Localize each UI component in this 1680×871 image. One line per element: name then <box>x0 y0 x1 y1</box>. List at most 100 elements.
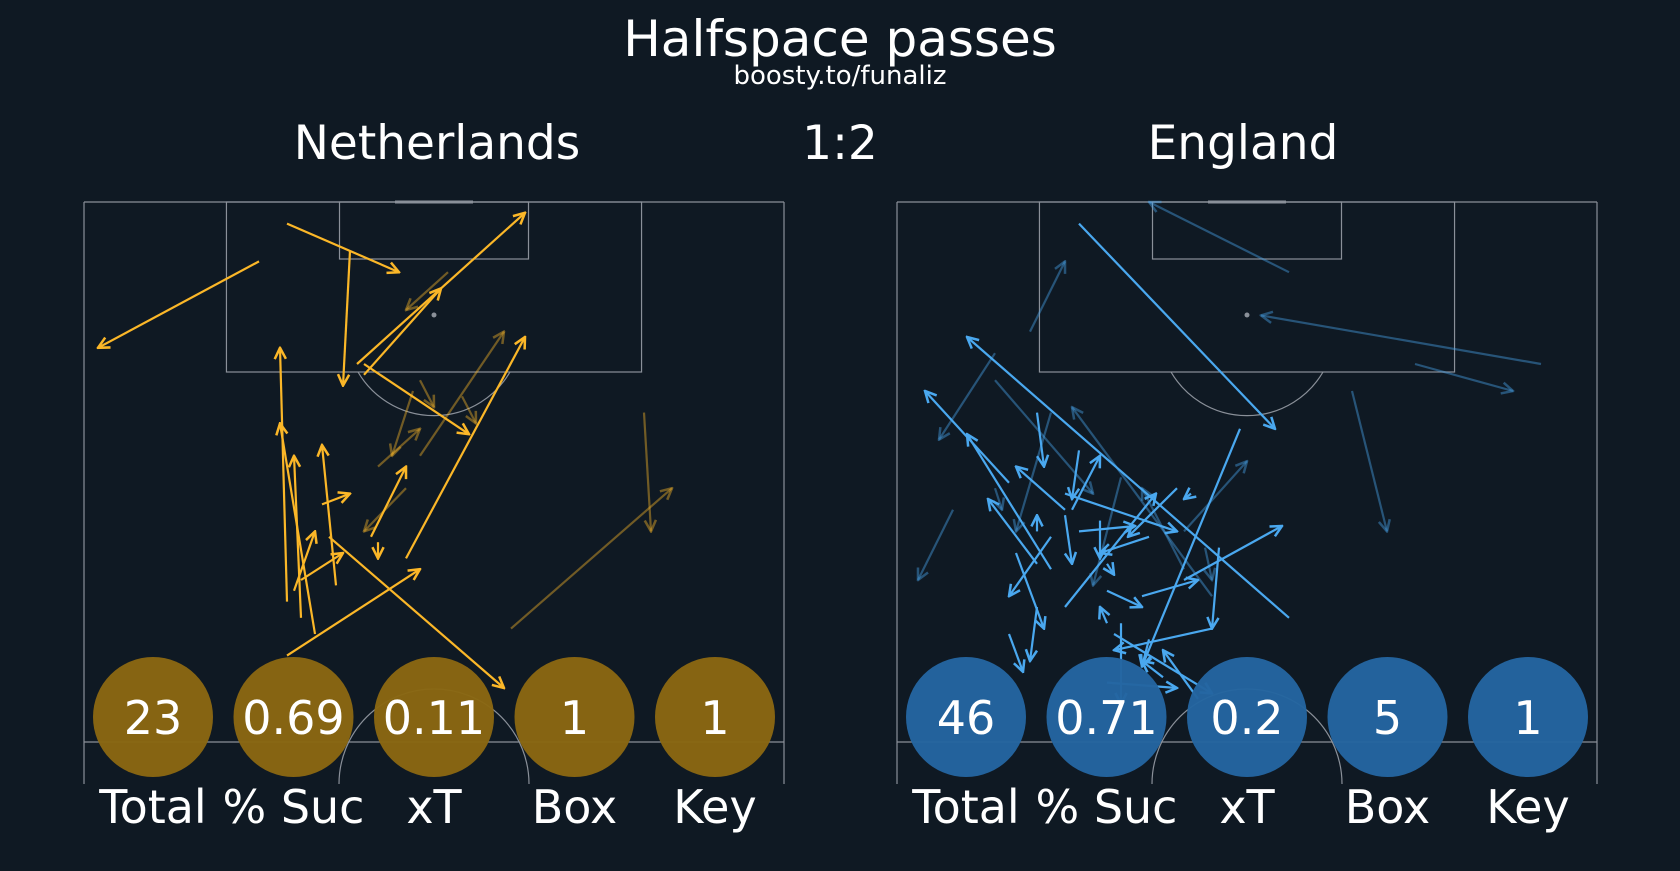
stat-label: Box <box>1345 780 1431 834</box>
pass-arrow-successful <box>1184 494 1191 499</box>
stat-label: xT <box>406 780 462 834</box>
stat-circle <box>906 657 1026 777</box>
pass-arrow-successful <box>363 288 441 376</box>
team-name-home: Netherlands <box>293 116 581 171</box>
stat-value: 1 <box>560 691 589 745</box>
pass-arrow-successful <box>1035 412 1044 467</box>
pass-arrow-successful <box>328 535 504 688</box>
pass-arrow-unsuccessful <box>1183 461 1247 533</box>
pass-arrow-successful <box>1071 456 1100 511</box>
pass-arrow-unsuccessful <box>419 332 504 457</box>
pass-arrow-unsuccessful <box>995 487 1002 510</box>
stat-circle <box>93 657 213 777</box>
stat-value: 1 <box>700 691 729 745</box>
pitch-panel-away: 46 Total 0.71 % Suc 0.2 xT 5 Box 1 Key <box>896 200 1598 834</box>
stat-value: 0.2 <box>1210 691 1283 745</box>
stat-label: xT <box>1219 780 1275 834</box>
match-score: 1:2 <box>802 116 878 171</box>
stat-label: % Suc <box>223 780 365 834</box>
pass-arrow-successful <box>1065 515 1072 564</box>
pass-arrow-unsuccessful <box>1072 407 1213 597</box>
pass-arrow-successful <box>300 553 343 581</box>
pitch-panel-home: 23 Total 0.69 % Suc 0.11 xT 1 Box 1 Key <box>83 200 785 834</box>
stat-value: 46 <box>937 691 996 745</box>
chart-title: Halfspace passes <box>623 10 1057 68</box>
pass-arrow-successful <box>1142 661 1164 679</box>
pass-arrow-successful <box>1100 607 1107 624</box>
pass-arrow-unsuccessful <box>461 395 476 423</box>
pass-arrow-unsuccessful <box>1205 547 1212 580</box>
penalty-area <box>1038 201 1456 373</box>
pass-arrow-successful <box>1007 633 1023 672</box>
stat-circle <box>374 657 494 777</box>
pass-arrow-unsuccessful <box>392 390 415 456</box>
pass-arrow-unsuccessful <box>642 412 651 532</box>
pass-arrow-successful <box>363 363 469 434</box>
stat-value: 0.69 <box>242 691 344 745</box>
stat-label: % Suc <box>1036 780 1178 834</box>
pass-arrow-successful <box>98 260 260 347</box>
pass-arrows <box>918 202 1542 704</box>
pass-arrow-unsuccessful <box>1093 477 1123 585</box>
pass-arrow-successful <box>1078 526 1135 531</box>
pass-arrow-successful <box>925 391 1010 484</box>
stat-circle <box>1468 657 1588 777</box>
pass-arrow-successful <box>1142 428 1242 667</box>
pass-arrow-successful <box>286 569 420 657</box>
pass-arrow-successful <box>280 423 317 635</box>
pass-arrow-successful <box>292 531 315 592</box>
pass-arrow-unsuccessful <box>1149 202 1290 274</box>
pass-arrow-unsuccessful <box>939 352 996 439</box>
stat-value: 0.71 <box>1055 691 1157 745</box>
pass-arrow-successful <box>343 250 352 386</box>
penalty-arc <box>357 371 511 417</box>
stat-circle <box>655 657 775 777</box>
pass-arrow-successful <box>294 456 303 618</box>
stat-circle <box>514 657 635 777</box>
penalty-arc <box>1170 371 1324 417</box>
stat-label: Total <box>911 780 1019 834</box>
pass-arrow-successful <box>1078 222 1275 429</box>
pass-arrow-successful <box>1163 650 1199 700</box>
pass-arrow-successful <box>1107 564 1114 575</box>
pass-arrow-unsuccessful <box>1142 488 1185 570</box>
pass-arrow-unsuccessful <box>1350 390 1387 531</box>
pass-arrow-successful <box>1009 536 1052 596</box>
pass-arrow-successful <box>1030 606 1039 661</box>
stat-label: Box <box>532 780 618 834</box>
stat-value: 23 <box>124 691 183 745</box>
pass-arrow-successful <box>1064 492 1177 532</box>
pass-arrow-successful <box>967 337 1290 619</box>
pass-arrow-successful <box>1106 589 1142 607</box>
pass-arrow-unsuccessful <box>510 488 672 630</box>
pass-arrows <box>98 213 672 688</box>
pass-arrow-successful <box>1113 633 1212 693</box>
pass-arrow-successful <box>280 348 289 602</box>
pass-arrow-successful <box>967 434 1052 570</box>
pass-arrow-unsuccessful <box>994 379 1093 493</box>
pass-arrow-unsuccessful <box>918 509 954 580</box>
six-yard-box <box>338 201 530 260</box>
pass-arrow-unsuccessful <box>1029 261 1065 333</box>
pass-arrow-successful <box>1141 580 1198 598</box>
penalty-spot <box>1244 312 1250 318</box>
pass-arrow-successful <box>988 499 1038 565</box>
pass-arrow-successful <box>1100 535 1150 553</box>
pass-arrow-successful <box>405 337 525 559</box>
stat-label: Key <box>673 780 756 834</box>
stat-circle <box>233 657 354 777</box>
stat-label: Key <box>1486 780 1569 834</box>
pass-arrow-successful <box>321 494 350 506</box>
pass-arrow-successful <box>1014 552 1044 629</box>
penalty-area <box>225 201 643 373</box>
pass-arrow-successful <box>1072 450 1079 499</box>
pass-arrow-successful <box>1114 627 1213 651</box>
pass-arrow-successful <box>1212 547 1221 629</box>
pass-arrow-unsuccessful <box>1016 412 1053 532</box>
pass-arrow-unsuccessful <box>406 271 449 310</box>
stat-circles: 23 Total 0.69 % Suc 0.11 xT 1 Box 1 Key <box>93 657 775 834</box>
penalty-spot <box>431 312 437 318</box>
stat-value: 5 <box>1373 691 1402 745</box>
pass-arrow-successful <box>370 467 406 538</box>
